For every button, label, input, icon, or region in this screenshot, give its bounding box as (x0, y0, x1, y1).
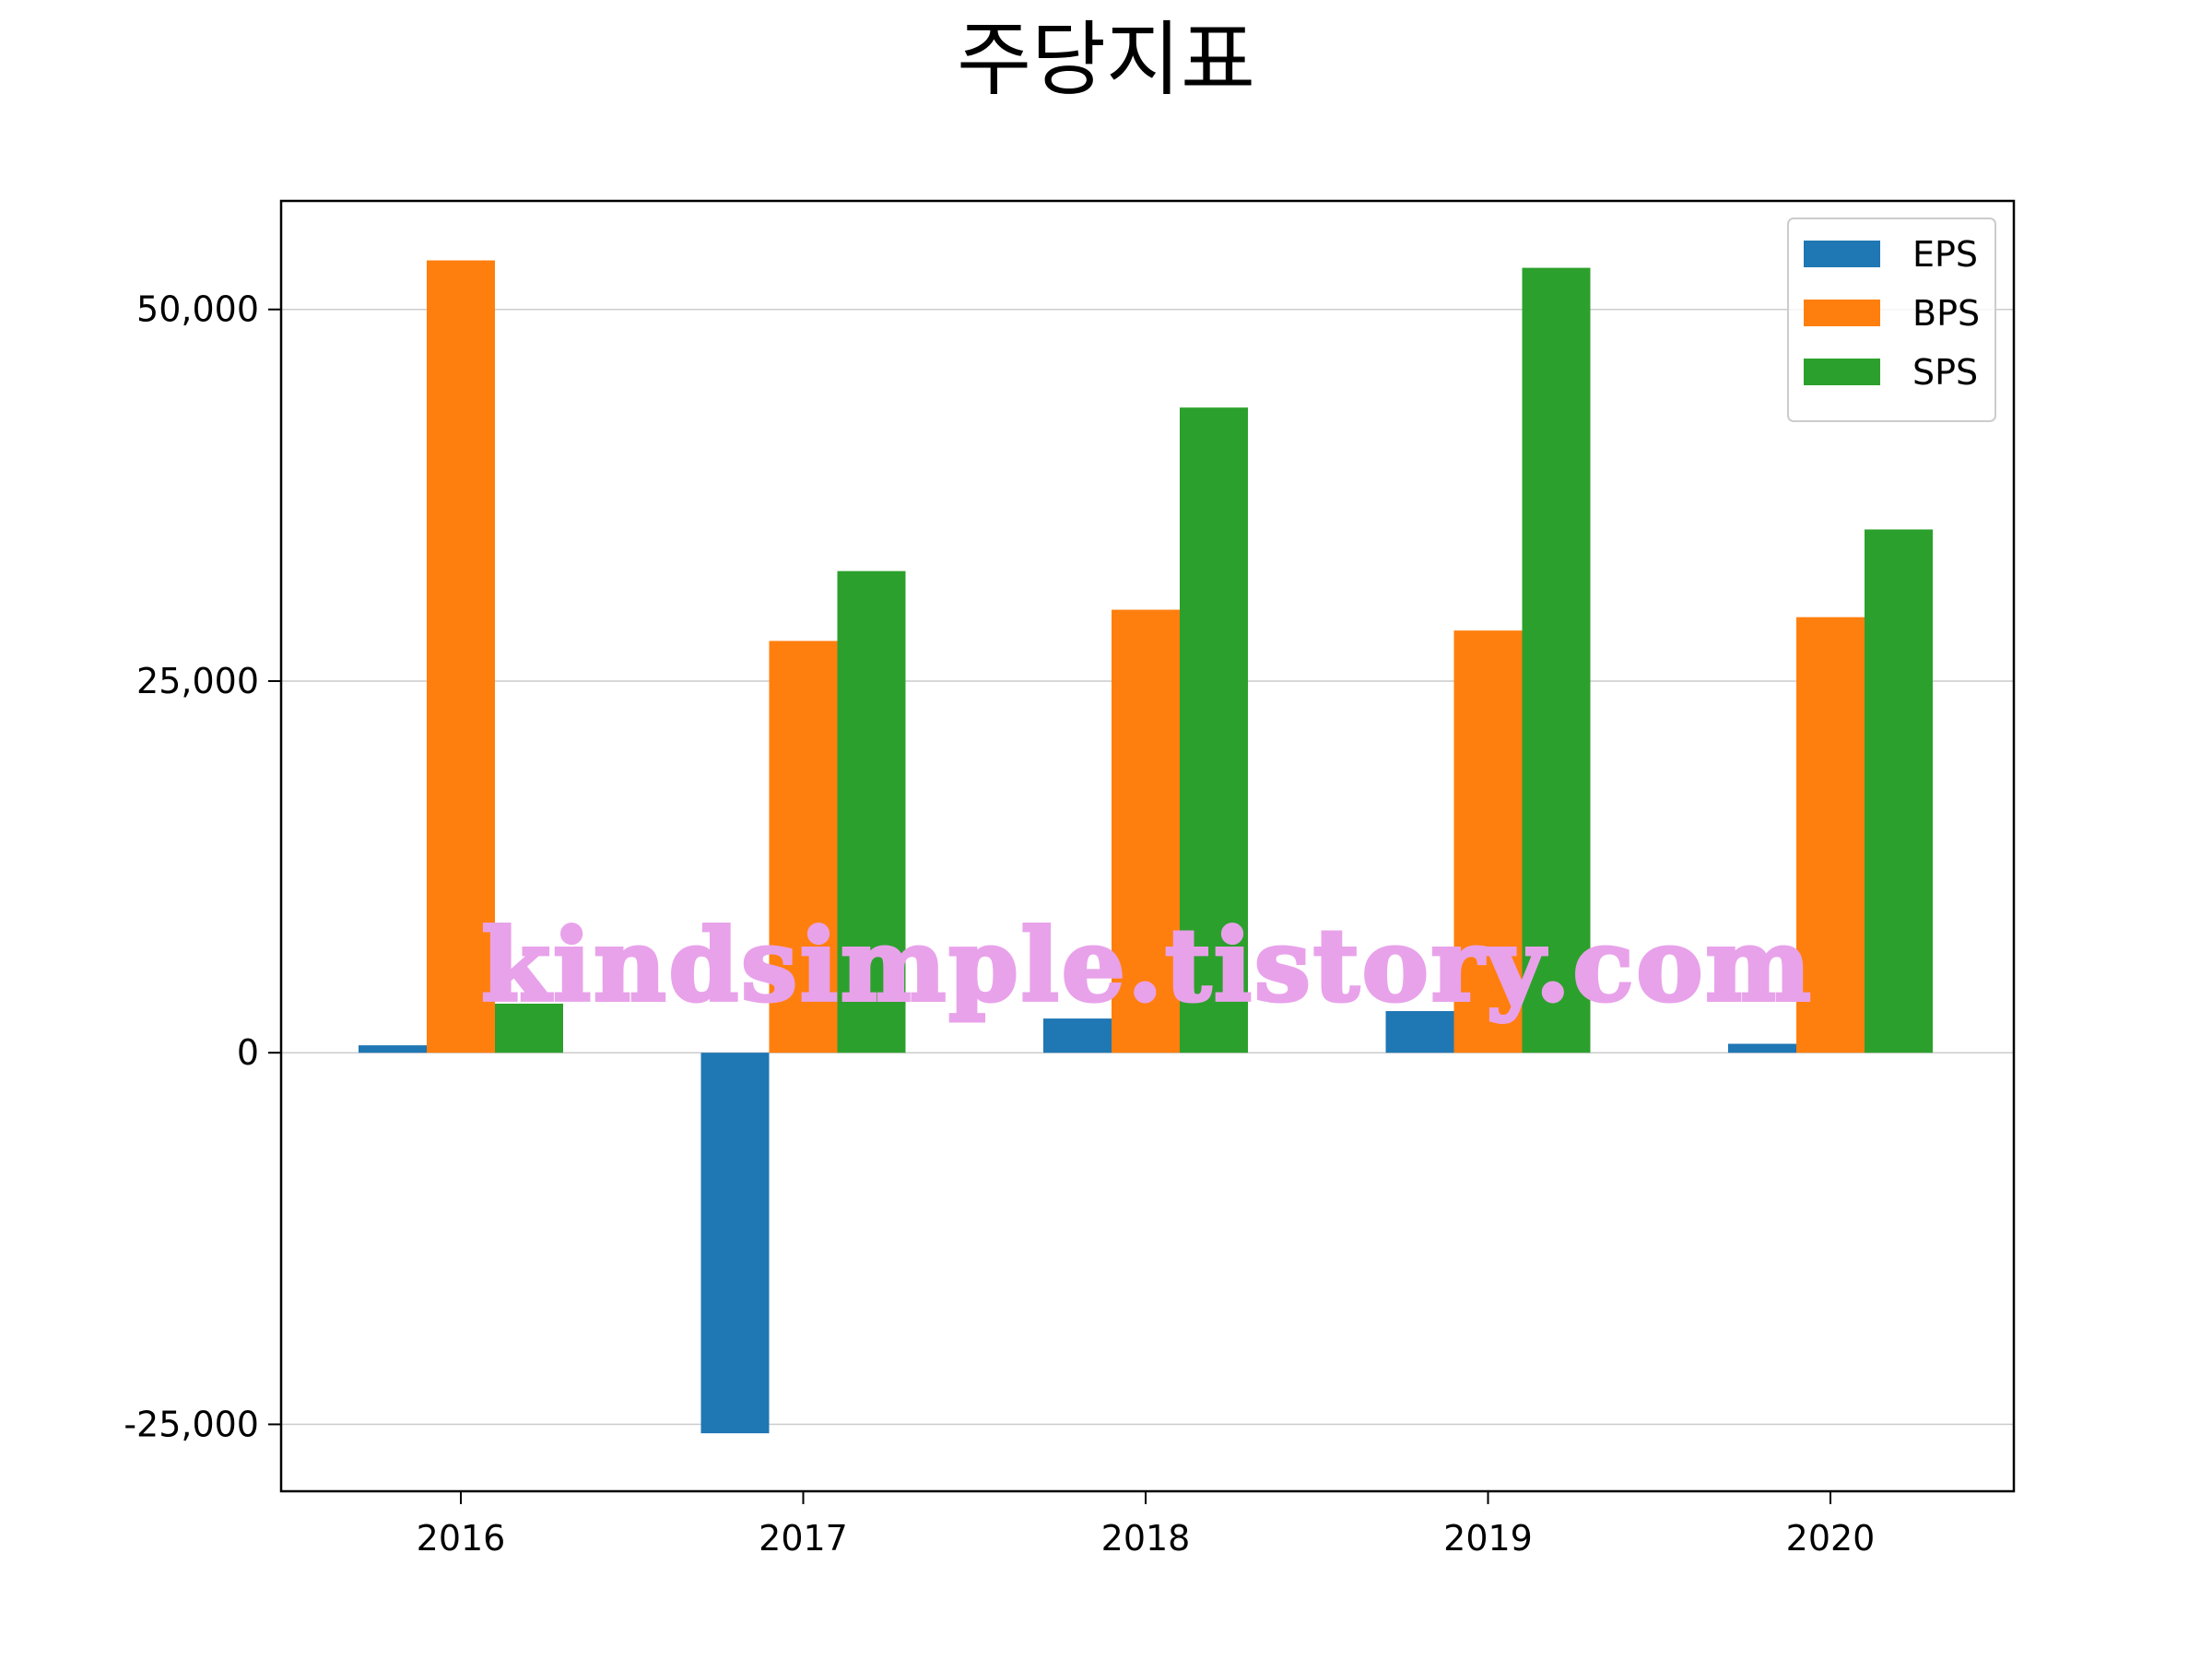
bar-eps-2019 (1385, 1011, 1454, 1053)
x-tick-label: 2020 (1786, 1518, 1876, 1559)
bar-bps-2016 (427, 260, 495, 1053)
x-tick-label: 2019 (1443, 1518, 1533, 1559)
y-axis: -25,000 0 25,000 50,000 (124, 289, 281, 1444)
bar-sps-2018 (1180, 407, 1248, 1053)
y-tick-label: 0 (237, 1032, 259, 1073)
bar-sps-2017 (837, 571, 906, 1053)
x-axis: 2016 2017 2018 2019 2020 (417, 1491, 1876, 1559)
legend-label-bps: BPS (1912, 293, 1980, 334)
bars (359, 260, 1933, 1434)
x-tick-label: 2016 (417, 1518, 506, 1559)
watermark: kindsimple.tistory.com (481, 908, 1813, 1024)
legend-label-sps: SPS (1912, 352, 1978, 393)
legend: EPS BPS SPS (1787, 218, 1996, 422)
legend-swatch-bps (1804, 300, 1880, 326)
bar-bps-2017 (769, 641, 838, 1053)
bar-eps-2016 (359, 1045, 427, 1053)
bar-sps-2019 (1522, 267, 1591, 1053)
y-tick-label: 50,000 (136, 289, 259, 330)
bar-bps-2019 (1453, 630, 1523, 1053)
y-tick-label: 25,000 (136, 661, 259, 701)
chart-title: 주당지표 (957, 12, 1255, 107)
bar-bps-2020 (1796, 617, 1865, 1053)
x-tick-label: 2018 (1101, 1518, 1191, 1559)
legend-swatch-eps (1804, 241, 1880, 267)
bar-eps-2018 (1043, 1018, 1112, 1053)
x-tick-label: 2017 (759, 1518, 848, 1559)
plot-frame (279, 199, 2016, 1493)
legend-swatch-sps (1804, 359, 1880, 385)
bar-eps-2017 (700, 1053, 770, 1434)
bar-eps-2020 (1728, 1043, 1796, 1053)
bar-bps-2018 (1112, 609, 1180, 1053)
y-tick-label: -25,000 (124, 1404, 259, 1444)
bar-sps-2016 (495, 1003, 563, 1053)
bar-sps-2020 (1865, 529, 1933, 1053)
legend-label-eps: EPS (1912, 234, 1978, 275)
